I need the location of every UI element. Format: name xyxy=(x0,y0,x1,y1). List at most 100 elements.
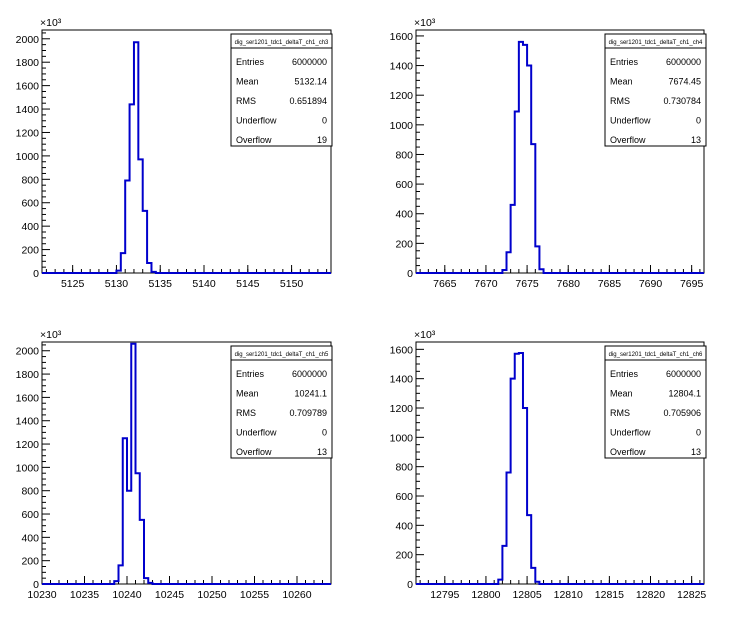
stat-value: 10241.1 xyxy=(294,389,327,399)
stats-box-frame xyxy=(230,345,333,459)
y-tick-label: 600 xyxy=(395,179,413,191)
y-tick-label: 1600 xyxy=(390,31,414,43)
y-tick-label: 0 xyxy=(407,268,413,280)
x-tick-label: 7685 xyxy=(598,278,622,290)
x-tick-label: 5130 xyxy=(105,278,129,290)
x-tick-label: 10230 xyxy=(27,589,56,601)
x-tick-label: 10255 xyxy=(240,589,269,601)
x-tick-label: 5145 xyxy=(236,278,260,290)
stat-value: 0 xyxy=(696,428,701,438)
stat-label: Mean xyxy=(236,389,259,399)
stat-label: RMS xyxy=(236,408,256,418)
x-tick-label: 12825 xyxy=(677,589,706,601)
stat-label: RMS xyxy=(236,96,256,106)
y-tick-label: 0 xyxy=(33,579,39,591)
stat-value: 19 xyxy=(317,135,327,145)
stats-box: dig_ser1201_tdc1_deltaT_ch1_ch5 Entries 60… xyxy=(230,345,333,459)
y-tick-label: 1200 xyxy=(16,127,40,139)
stats-box: dig_ser1201_tdc1_deltaT_ch1_ch4 Entries 60… xyxy=(604,33,707,147)
stat-label: Entries xyxy=(236,57,265,67)
y-tick-label: 600 xyxy=(395,491,413,503)
y-tick-label: 1000 xyxy=(390,432,414,444)
histogram-pad-3: 0 200 400 600 800 1000 1200 1400 1600 1800 2000 102… xyxy=(16,329,333,601)
y-tick-label: 1200 xyxy=(390,403,414,415)
y-tick-label: 1800 xyxy=(16,57,40,69)
y-tick-label: 1400 xyxy=(16,104,40,116)
histogram-line xyxy=(42,342,331,585)
y-exponent-label: ×10³ xyxy=(414,17,436,29)
x-tick-label: 12800 xyxy=(471,589,500,601)
x-tick-label: 7665 xyxy=(433,278,457,290)
x-tick-label: 12795 xyxy=(430,589,459,601)
stat-value: 13 xyxy=(317,447,327,457)
stat-value: 0 xyxy=(322,428,327,438)
y-tick-label: 1200 xyxy=(16,439,40,451)
x-tick-label: 7675 xyxy=(515,278,539,290)
stat-label: Underflow xyxy=(610,428,651,438)
y-tick-label: 1000 xyxy=(16,151,40,163)
histogram-line xyxy=(42,41,331,274)
y-tick-label: 1400 xyxy=(390,61,414,73)
stat-label: Mean xyxy=(236,77,259,87)
stats-box-frame xyxy=(230,33,333,147)
stat-label: Overflow xyxy=(236,447,272,457)
histogram-line xyxy=(416,352,704,585)
y-tick-label: 400 xyxy=(395,520,413,532)
x-tick-label: 5140 xyxy=(192,278,216,290)
y-exponent-label: ×10³ xyxy=(414,329,436,341)
x-tick-label: 10245 xyxy=(155,589,184,601)
stat-label: Underflow xyxy=(236,428,277,438)
y-tick-label: 400 xyxy=(21,532,39,544)
stat-value: 5132.14 xyxy=(294,77,327,87)
stat-label: Overflow xyxy=(610,447,646,457)
stats-title: dig_ser1201_tdc1_deltaT_ch1_ch4 xyxy=(609,40,703,46)
stats-box: dig_ser1201_tdc1_deltaT_ch1_ch3 Entries 60… xyxy=(230,33,333,147)
stat-label: RMS xyxy=(610,408,630,418)
stat-value: 0.651894 xyxy=(289,96,327,106)
x-tick-label: 7690 xyxy=(639,278,663,290)
y-tick-label: 200 xyxy=(395,550,413,562)
stat-label: Underflow xyxy=(610,116,651,126)
histogram-pad-1: 0 200 400 600 800 1000 1200 1400 1600 1800 2000 512… xyxy=(16,17,333,290)
y-tick-label: 800 xyxy=(21,174,39,186)
y-tick-label: 200 xyxy=(21,556,39,568)
x-tick-label: 12815 xyxy=(595,589,624,601)
stats-box-frame xyxy=(604,33,707,147)
histogram-pad-2: 0 200 400 600 800 1000 1200 1400 1600 7665 7670 767… xyxy=(390,17,707,290)
y-tick-label: 1400 xyxy=(390,374,414,386)
stat-value: 13 xyxy=(691,447,701,457)
y-exponent-label: ×10³ xyxy=(40,329,62,341)
stat-label: Mean xyxy=(610,77,633,87)
stat-value: 12804.1 xyxy=(668,389,701,399)
stats-title: dig_ser1201_tdc1_deltaT_ch1_ch6 xyxy=(609,352,703,358)
y-exponent-label: ×10³ xyxy=(40,17,62,29)
y-tick-label: 400 xyxy=(21,221,39,233)
stat-label: Entries xyxy=(610,369,639,379)
stat-label: Overflow xyxy=(236,135,272,145)
y-tick-label: 0 xyxy=(33,268,39,280)
y-tick-label: 1600 xyxy=(390,344,414,356)
x-tick-label: 12810 xyxy=(554,589,583,601)
y-tick-label: 800 xyxy=(395,149,413,161)
x-tick-label: 5135 xyxy=(149,278,173,290)
stat-value: 0 xyxy=(696,116,701,126)
y-tick-label: 1600 xyxy=(16,392,40,404)
stat-value: 0.705906 xyxy=(663,408,701,418)
stat-label: Mean xyxy=(610,389,633,399)
stats-box-frame xyxy=(604,345,707,459)
stats-title: dig_ser1201_tdc1_deltaT_ch1_ch5 xyxy=(235,352,329,358)
stat-label: Entries xyxy=(236,369,265,379)
stat-label: Entries xyxy=(610,57,639,67)
stat-label: Overflow xyxy=(610,135,646,145)
stat-value: 13 xyxy=(691,135,701,145)
stat-value: 6000000 xyxy=(666,369,701,379)
x-tick-label: 7695 xyxy=(680,278,704,290)
x-tick-label: 12820 xyxy=(636,589,665,601)
y-tick-label: 1000 xyxy=(16,462,40,474)
x-tick-label: 12805 xyxy=(512,589,541,601)
y-tick-label: 1400 xyxy=(16,416,40,428)
x-tick-label: 7670 xyxy=(474,278,498,290)
x-tick-label: 10235 xyxy=(70,589,99,601)
stat-label: RMS xyxy=(610,96,630,106)
